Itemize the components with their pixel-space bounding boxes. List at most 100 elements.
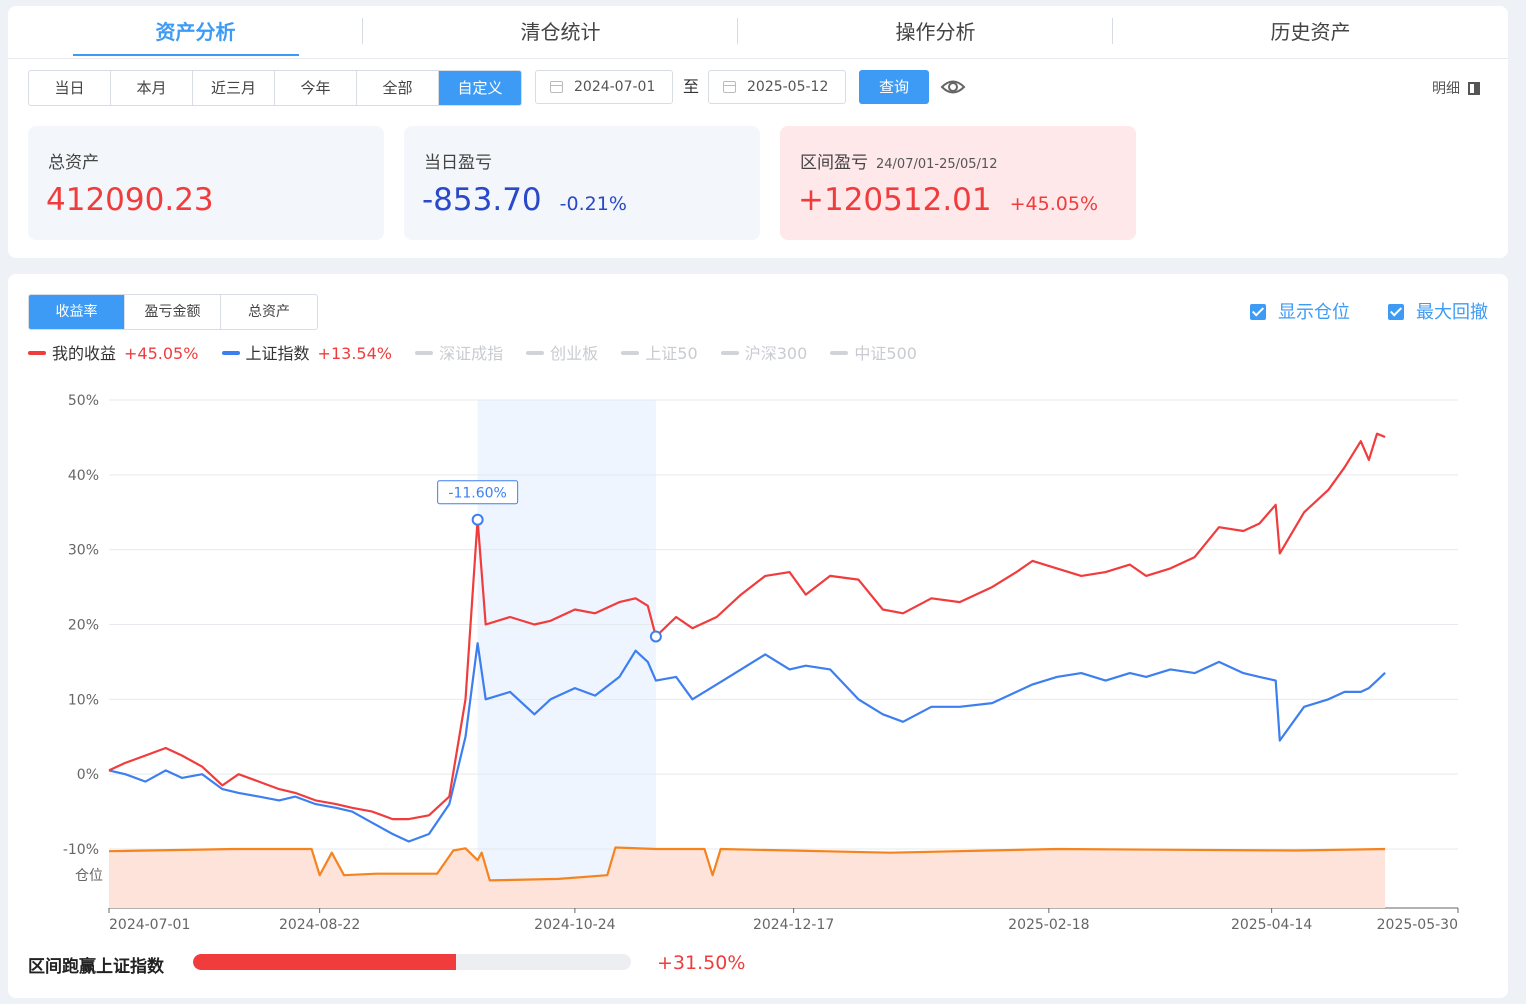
end-date-field[interactable]: 2025-05-12 (708, 70, 846, 104)
date-range-selector: 当日 本月 近三月 今年 全部 自定义 (28, 70, 522, 106)
range-custom-button[interactable]: 自定义 (439, 71, 521, 105)
position-line (108, 846, 1386, 882)
range-pnl-value: +120512.01 (798, 182, 992, 218)
y-tick-label: 10% (68, 692, 99, 708)
start-date-value: 2024-07-01 (574, 79, 656, 95)
tab-label: 资产分析 (155, 20, 236, 44)
end-date-value: 2025-05-12 (747, 79, 829, 95)
range-pnl-row: +120512.01 +45.05% (798, 182, 1098, 218)
asset-overview-card: 资产分析 清仓统计 操作分析 历史资产 当日 本月 近三月 今年 全部 自定义 … (8, 6, 1508, 258)
legend-szse-component[interactable]: 深证成指 (415, 340, 503, 364)
total-assets-card: 总资产 412090.23 (28, 126, 384, 240)
tab-total-assets[interactable]: 总资产 (248, 304, 290, 320)
tab-return-rate[interactable]: 收益率 (29, 295, 125, 329)
y-tick-label: 0% (77, 767, 99, 783)
range-pnl-percent: +45.05% (1009, 193, 1098, 215)
range-today-button[interactable]: 当日 (29, 71, 111, 105)
range-pnl-card: 区间盈亏 24/07/01-25/05/12 +120512.01 +45.05% (780, 126, 1136, 240)
legend-swatch (720, 351, 739, 355)
legend-label: 中证500 (854, 344, 917, 363)
beat-index-value: +31.50% (657, 952, 746, 974)
legend-label: 创业板 (550, 344, 599, 363)
shanghai-index-line (108, 642, 1386, 843)
legend-label: 沪深300 (744, 344, 808, 363)
eye-icon[interactable] (940, 76, 966, 98)
legend-chinext[interactable]: 创业板 (526, 340, 598, 364)
start-date-field[interactable]: 2024-07-01 (535, 70, 673, 104)
date-separator: 至 (683, 77, 700, 96)
tab-history-assets[interactable]: 历史资产 (1123, 6, 1498, 58)
x-tick-label: 2024-12-17 (753, 917, 834, 933)
legend-shanghai-index[interactable]: 上证指数 +13.54% (221, 340, 392, 364)
tab-divider (1112, 18, 1113, 44)
range-pnl-label-row: 区间盈亏 24/07/01-25/05/12 (800, 148, 997, 173)
daily-pnl-value: -853.70 (422, 182, 542, 218)
daily-pnl-percent: -0.21% (559, 193, 627, 215)
x-tick-label: 2024-10-24 (534, 917, 615, 933)
y-tick-label: 40% (68, 468, 99, 484)
active-tab-underline (73, 54, 299, 56)
legend-my-return[interactable]: 我的收益 +45.05% (28, 340, 198, 364)
detail-label: 明细 (1432, 81, 1460, 97)
legend-swatch (415, 351, 434, 355)
total-assets-value: 412090.23 (46, 182, 214, 218)
tab-label: 清仓统计 (520, 20, 601, 44)
range-this-month-button[interactable]: 本月 (111, 71, 193, 105)
drawdown-peak-marker (471, 513, 484, 526)
my-return-line (108, 432, 1386, 821)
drawdown-label-box (437, 480, 519, 505)
tab-operation-analysis[interactable]: 操作分析 (748, 6, 1123, 58)
tab-clearance-stats[interactable]: 清仓统计 (373, 6, 748, 58)
chart-mode-selector: 收益率 盈亏金额 总资产 (28, 294, 318, 330)
beat-index-bar (193, 954, 631, 970)
total-assets-label: 总资产 (48, 153, 99, 173)
x-tick-label: 2024-08-22 (279, 917, 360, 933)
legend-label: 我的收益 (52, 344, 117, 363)
legend-label: 上证50 (645, 344, 698, 363)
range-3-months-button[interactable]: 近三月 (193, 71, 275, 105)
detail-toggle[interactable]: 明细 (1432, 78, 1480, 98)
tab-asset-analysis[interactable]: 资产分析 (8, 6, 383, 58)
max-drawdown-label: 最大回撤 (1416, 302, 1488, 323)
legend-swatch (621, 351, 640, 355)
legend-swatch (830, 351, 849, 355)
y-tick-label: -10% (63, 842, 99, 858)
y-tick-label: 50% (68, 393, 99, 409)
legend-label: 深证成指 (439, 344, 504, 363)
range-pnl-label: 区间盈亏 (800, 153, 868, 173)
return-chart[interactable]: 50% 40% 30% 20% 10% 0% -10% 仓位 2024-07-01 2024-08… (8, 274, 1508, 998)
legend-csi500[interactable]: 中证500 (830, 340, 917, 364)
range-this-year-button[interactable]: 今年 (275, 71, 357, 105)
legend-return: +13.54% (317, 344, 392, 363)
legend-sse50[interactable]: 上证50 (621, 340, 698, 364)
legend-label: 上证指数 (245, 344, 310, 363)
chart-legend: 我的收益 +45.05% 上证指数 +13.54% 深证成指 创业板 上证50 沪深… (28, 340, 935, 364)
show-position-label: 显示仓位 (1278, 302, 1350, 323)
range-pnl-period: 24/07/01-25/05/12 (876, 157, 998, 172)
legend-swatch (526, 351, 545, 355)
tab-label: 操作分析 (895, 20, 976, 44)
query-button[interactable]: 查询 (859, 70, 929, 104)
max-drawdown-checkbox[interactable]: 最大回撤 (1388, 298, 1488, 324)
legend-swatch (28, 351, 46, 355)
tab-label: 历史资产 (1270, 20, 1351, 44)
checkbox-checked-icon (1250, 304, 1266, 320)
tab-pnl-amount[interactable]: 盈亏金额 (125, 295, 221, 329)
checkbox-checked-icon (1388, 304, 1404, 320)
x-tick-label: 2025-04-14 (1231, 917, 1312, 933)
x-tick-label: 2025-02-18 (1008, 917, 1089, 933)
legend-csi300[interactable]: 沪深300 (720, 340, 808, 364)
position-axis-label: 仓位 (75, 868, 103, 884)
drawdown-label: -11.60% (448, 486, 506, 502)
daily-pnl-label: 当日盈亏 (424, 153, 492, 173)
position-area (109, 847, 1386, 908)
main-tab-bar: 资产分析 清仓统计 操作分析 历史资产 (8, 6, 1508, 59)
calendar-icon (550, 81, 563, 93)
y-tick-label: 20% (68, 618, 99, 634)
tab-divider (737, 18, 738, 44)
daily-pnl-card: 当日盈亏 -853.70 -0.21% (404, 126, 760, 240)
x-tick-label: 2024-07-01 (109, 917, 190, 933)
range-all-button[interactable]: 全部 (357, 71, 439, 105)
drawdown-trough-marker (649, 630, 662, 643)
show-position-checkbox[interactable]: 显示仓位 (1250, 298, 1350, 324)
